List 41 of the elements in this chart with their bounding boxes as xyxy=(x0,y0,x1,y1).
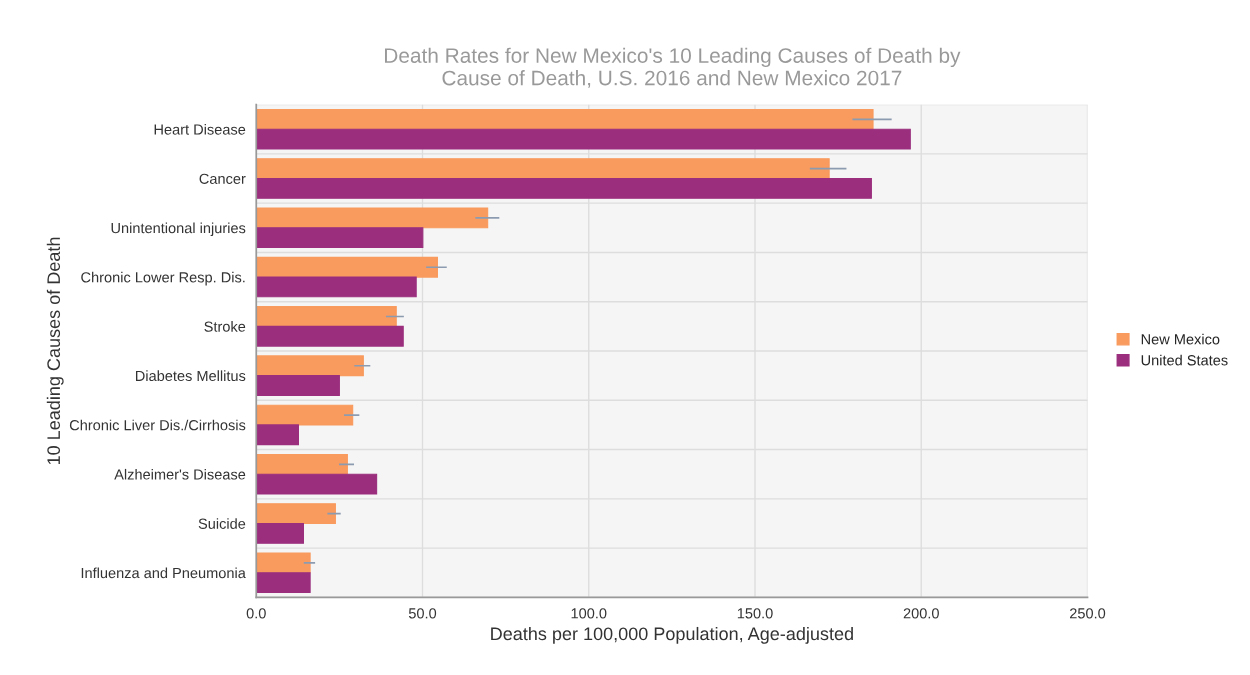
bar xyxy=(256,552,311,574)
legend-label: New Mexico xyxy=(1141,333,1220,345)
bar xyxy=(256,128,911,150)
y-tick-label: Influenza and Pneumonia xyxy=(81,567,246,579)
bar xyxy=(256,473,378,495)
legend-label: United States xyxy=(1141,354,1228,366)
x-tick-label: 200.0 xyxy=(903,608,939,619)
bar xyxy=(256,306,397,327)
bar xyxy=(256,256,439,278)
y-tick-label: Cancer xyxy=(199,173,246,184)
bar xyxy=(256,424,300,446)
y-tick-label: Chronic Liver Dis./Cirrhosis xyxy=(69,419,246,431)
bar xyxy=(256,325,404,347)
chart-title: Death Rates for New Mexico's 10 Leading Causes of Death by Cause of Death, U.S. 2016 and New Mexico 2017 xyxy=(385,47,961,88)
y-tick-label: Chronic Lower Resp. Dis. xyxy=(81,271,245,286)
bar xyxy=(256,276,417,298)
x-tick-label: 150.0 xyxy=(737,608,773,619)
bar xyxy=(256,375,340,396)
y-tick-label: Heart Disease xyxy=(154,123,246,135)
bar xyxy=(256,158,830,180)
bar xyxy=(256,108,874,130)
bar xyxy=(256,503,336,525)
y-tick-label: Suicide xyxy=(198,518,246,529)
bar xyxy=(256,404,354,426)
bar xyxy=(256,227,424,249)
y-axis-title: 10 Leading Causes of Death xyxy=(46,237,64,465)
y-tick-label: Stroke xyxy=(204,321,246,332)
bar xyxy=(256,453,348,475)
y-tick-label: Diabetes Mellitus xyxy=(135,370,246,382)
y-tick-label: Alzheimer's Disease xyxy=(114,468,246,480)
bar xyxy=(256,355,364,377)
bar xyxy=(256,572,311,594)
bar xyxy=(256,177,872,199)
bar xyxy=(256,207,489,229)
x-tick-label: 0.0 xyxy=(246,608,266,619)
x-tick-label: 100.0 xyxy=(571,608,607,619)
x-tick-label: 250.0 xyxy=(1069,608,1106,619)
x-tick-label: 50.0 xyxy=(408,608,437,619)
y-tick-label: Unintentional injuries xyxy=(111,222,246,237)
bar xyxy=(256,522,305,544)
x-axis-title: Deaths per 100,000 Population, Age-adjusted xyxy=(491,626,853,644)
